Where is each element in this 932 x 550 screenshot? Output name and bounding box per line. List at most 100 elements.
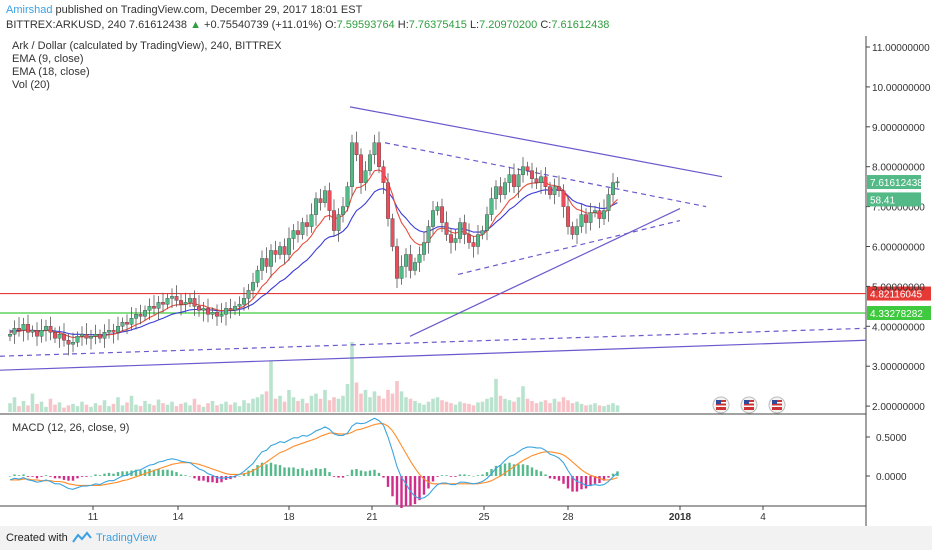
macd-histogram-bar: [202, 476, 205, 481]
trend-lines[interactable]: [0, 106, 867, 371]
candle-body: [597, 210, 602, 219]
candle-body: [242, 298, 246, 305]
candle-body: [471, 242, 476, 247]
open-label: O:: [324, 19, 337, 31]
volume-bar: [539, 401, 543, 412]
us-flag-icon[interactable]: [740, 396, 758, 414]
macd-histogram-bar: [584, 476, 588, 489]
macd-histogram-bar: [58, 476, 61, 479]
macd-histogram-bar: [341, 476, 345, 478]
chart-area[interactable]: 4.82116045 4.33278282 11.00000000 10.00000…: [0, 36, 932, 526]
ema-lines: [9, 169, 618, 339]
volume-bar: [188, 405, 192, 412]
macd-histogram-bar: [233, 476, 237, 478]
price-tick-label: 10.00000000: [872, 83, 931, 94]
candle-body: [255, 270, 260, 283]
volume-bar: [39, 401, 44, 412]
candle-body: [530, 170, 534, 179]
volume-bar: [458, 401, 462, 412]
volume-bar: [498, 395, 503, 412]
macd-histogram-bar: [454, 476, 457, 477]
publish-line: Amirshad published on TradingView.com, D…: [6, 4, 362, 16]
volume-bar: [525, 398, 530, 412]
volume-bar: [120, 405, 125, 412]
volume-bar: [224, 401, 228, 412]
candle-body: [548, 186, 552, 195]
horizontal-levels[interactable]: 4.82116045 4.33278282: [0, 286, 931, 321]
volume-bar: [219, 403, 224, 412]
volume-bar: [467, 403, 471, 412]
macd-histogram-bar: [368, 470, 372, 476]
macd-histogram-bar: [337, 476, 340, 478]
candle-body: [503, 182, 507, 195]
volume-bar: [237, 406, 242, 412]
volume-bar: [597, 405, 602, 412]
volume-bar: [408, 398, 413, 412]
candle-body: [476, 234, 480, 247]
us-flag-icon[interactable]: [768, 396, 786, 414]
triangle-upper-line: [349, 106, 723, 178]
author-name[interactable]: Amirshad: [6, 4, 53, 16]
chart-header: Amirshad published on TradingView.com, D…: [0, 0, 932, 36]
macd-histogram-bar: [526, 465, 529, 476]
volume-bar: [291, 397, 296, 412]
volume-bar: [552, 398, 557, 412]
candle-body: [575, 226, 579, 235]
event-flags[interactable]: [712, 396, 786, 414]
candle-body: [309, 214, 314, 227]
macd-histogram-bar: [152, 469, 156, 476]
macd-histogram-bar: [35, 476, 39, 479]
macd-histogram-bar: [346, 475, 349, 476]
macd-histogram-bar: [476, 475, 480, 476]
volume-bar: [548, 403, 552, 412]
candle-body: [525, 166, 530, 171]
price-tick-label: 4.00000000: [872, 322, 925, 333]
macd-histogram-bar: [445, 475, 448, 476]
macd-histogram-bar: [503, 463, 507, 476]
volume-bar: [476, 402, 480, 412]
macd-histogram-bar: [211, 476, 214, 483]
volume-bar: [530, 400, 534, 412]
volume-bar: [471, 405, 476, 412]
candle-body: [296, 230, 300, 235]
macd-histogram-bar: [539, 471, 543, 476]
macd-histogram-bar: [166, 469, 169, 476]
candle-body: [336, 214, 341, 231]
macd-histogram-bar: [301, 468, 304, 476]
macd-histogram-bar: [296, 468, 300, 476]
candle-body: [21, 324, 26, 331]
macd-histogram-bar: [134, 469, 138, 476]
macd-histogram-bar: [377, 472, 381, 476]
price-chart-svg[interactable]: 4.82116045 4.33278282 11.00000000 10.00000…: [0, 36, 932, 526]
volume-bar: [372, 391, 377, 412]
volume-bar: [426, 401, 431, 412]
volume-bar: [309, 395, 314, 412]
price-tick-label: 7.00000000: [872, 203, 925, 214]
volume-bar: [480, 401, 485, 412]
time-tick-label: 14: [172, 512, 184, 523]
tradingview-link[interactable]: TradingView: [96, 532, 157, 544]
candle-body: [237, 304, 242, 307]
macd-histogram-bar: [391, 476, 394, 497]
candle-body: [102, 332, 107, 339]
us-flag-icon[interactable]: [712, 396, 730, 414]
candle-body: [579, 214, 584, 227]
close-value: 7.61612438: [551, 19, 610, 31]
volume-bar: [323, 389, 327, 412]
volume-bar: [336, 398, 341, 412]
macd-signal-line: [10, 423, 618, 486]
candle-body: [570, 226, 575, 235]
macd-tick-label: 0.5000: [876, 433, 907, 444]
macd-histogram-bar: [76, 476, 79, 479]
candle-body: [215, 312, 219, 317]
macd-histogram-bar: [418, 476, 421, 501]
macd-histogram-bar: [517, 464, 520, 476]
volume-bar: [174, 406, 179, 412]
volume-bar: [282, 401, 287, 412]
macd-histogram-bar: [193, 476, 196, 479]
tradingview-logo-icon[interactable]: [72, 531, 92, 545]
candle-body: [363, 170, 368, 183]
candle-body: [480, 230, 485, 235]
candle-body: [143, 310, 147, 317]
high-value: 7.76375415: [408, 19, 467, 31]
